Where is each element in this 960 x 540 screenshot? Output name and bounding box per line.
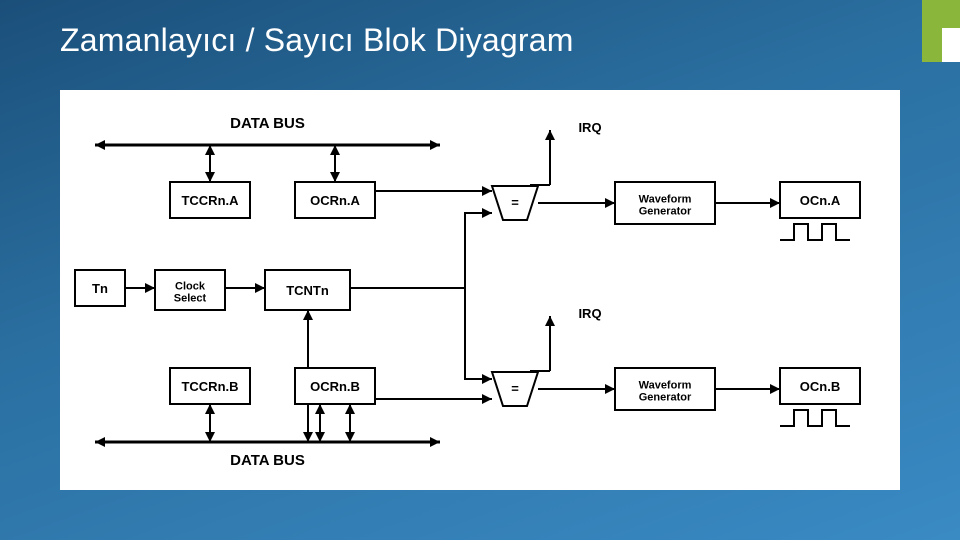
arrow-head bbox=[315, 404, 325, 414]
arrow-head bbox=[303, 310, 313, 320]
accent-corner-inner bbox=[942, 28, 960, 62]
page-title: Zamanlayıcı / Sayıcı Blok Diyagram bbox=[60, 22, 574, 59]
arrow-head bbox=[95, 437, 105, 447]
arrow-head bbox=[430, 437, 440, 447]
wavea bbox=[780, 224, 850, 240]
edge bbox=[465, 288, 492, 379]
arrow-head bbox=[545, 316, 555, 326]
arrow-head bbox=[430, 140, 440, 150]
waveb bbox=[780, 410, 850, 426]
node-tccrb-label: TCCRn.B bbox=[181, 379, 238, 394]
bus-top-label: DATA BUS bbox=[230, 115, 305, 132]
node-wgb-label: WaveformGenerator bbox=[639, 380, 692, 404]
arrow-head bbox=[345, 404, 355, 414]
block-diagram-svg: DATA BUS DATA BUS Tn ClockSelect TCNTn TCCRn.… bbox=[60, 90, 900, 490]
arrow-head bbox=[330, 172, 340, 182]
edge bbox=[375, 386, 492, 399]
accent-corner bbox=[922, 0, 960, 62]
arrow-head bbox=[482, 394, 492, 404]
bus-bottom-label: DATA BUS bbox=[230, 452, 305, 469]
node-clksel-label: ClockSelect bbox=[174, 281, 207, 305]
arrow-head bbox=[255, 283, 265, 293]
arrow-head bbox=[482, 374, 492, 384]
arrow-head bbox=[605, 384, 615, 394]
node-ocnb-label: OCn.B bbox=[800, 379, 840, 394]
arrow-head bbox=[770, 384, 780, 394]
arrow-head bbox=[605, 198, 615, 208]
node-wga-label: WaveformGenerator bbox=[639, 194, 692, 218]
arrow-head bbox=[545, 130, 555, 140]
arrow-head bbox=[205, 172, 215, 182]
edge bbox=[465, 213, 492, 288]
node-ocra-label: OCRn.A bbox=[310, 193, 360, 208]
node-tn-label: Tn bbox=[92, 281, 108, 296]
arrow-head bbox=[482, 208, 492, 218]
node-tccra-label: TCCRn.A bbox=[181, 193, 239, 208]
arrow-head bbox=[95, 140, 105, 150]
cmpb-label: = bbox=[511, 381, 519, 396]
edge bbox=[375, 191, 492, 200]
arrow-head bbox=[770, 198, 780, 208]
cmpa-label: = bbox=[511, 195, 519, 210]
node-tcnt-label: TCNTn bbox=[286, 283, 329, 298]
node-ocna-label: OCn.A bbox=[800, 193, 841, 208]
arrow-head bbox=[482, 186, 492, 196]
irqa-label: IRQ bbox=[578, 120, 601, 135]
diagram-panel: DATA BUS DATA BUS Tn ClockSelect TCNTn TCCRn.… bbox=[60, 90, 900, 490]
node-ocrb-label: OCRn.B bbox=[310, 379, 360, 394]
irqb-label: IRQ bbox=[578, 306, 601, 321]
arrow-head bbox=[145, 283, 155, 293]
arrow-head bbox=[205, 404, 215, 414]
